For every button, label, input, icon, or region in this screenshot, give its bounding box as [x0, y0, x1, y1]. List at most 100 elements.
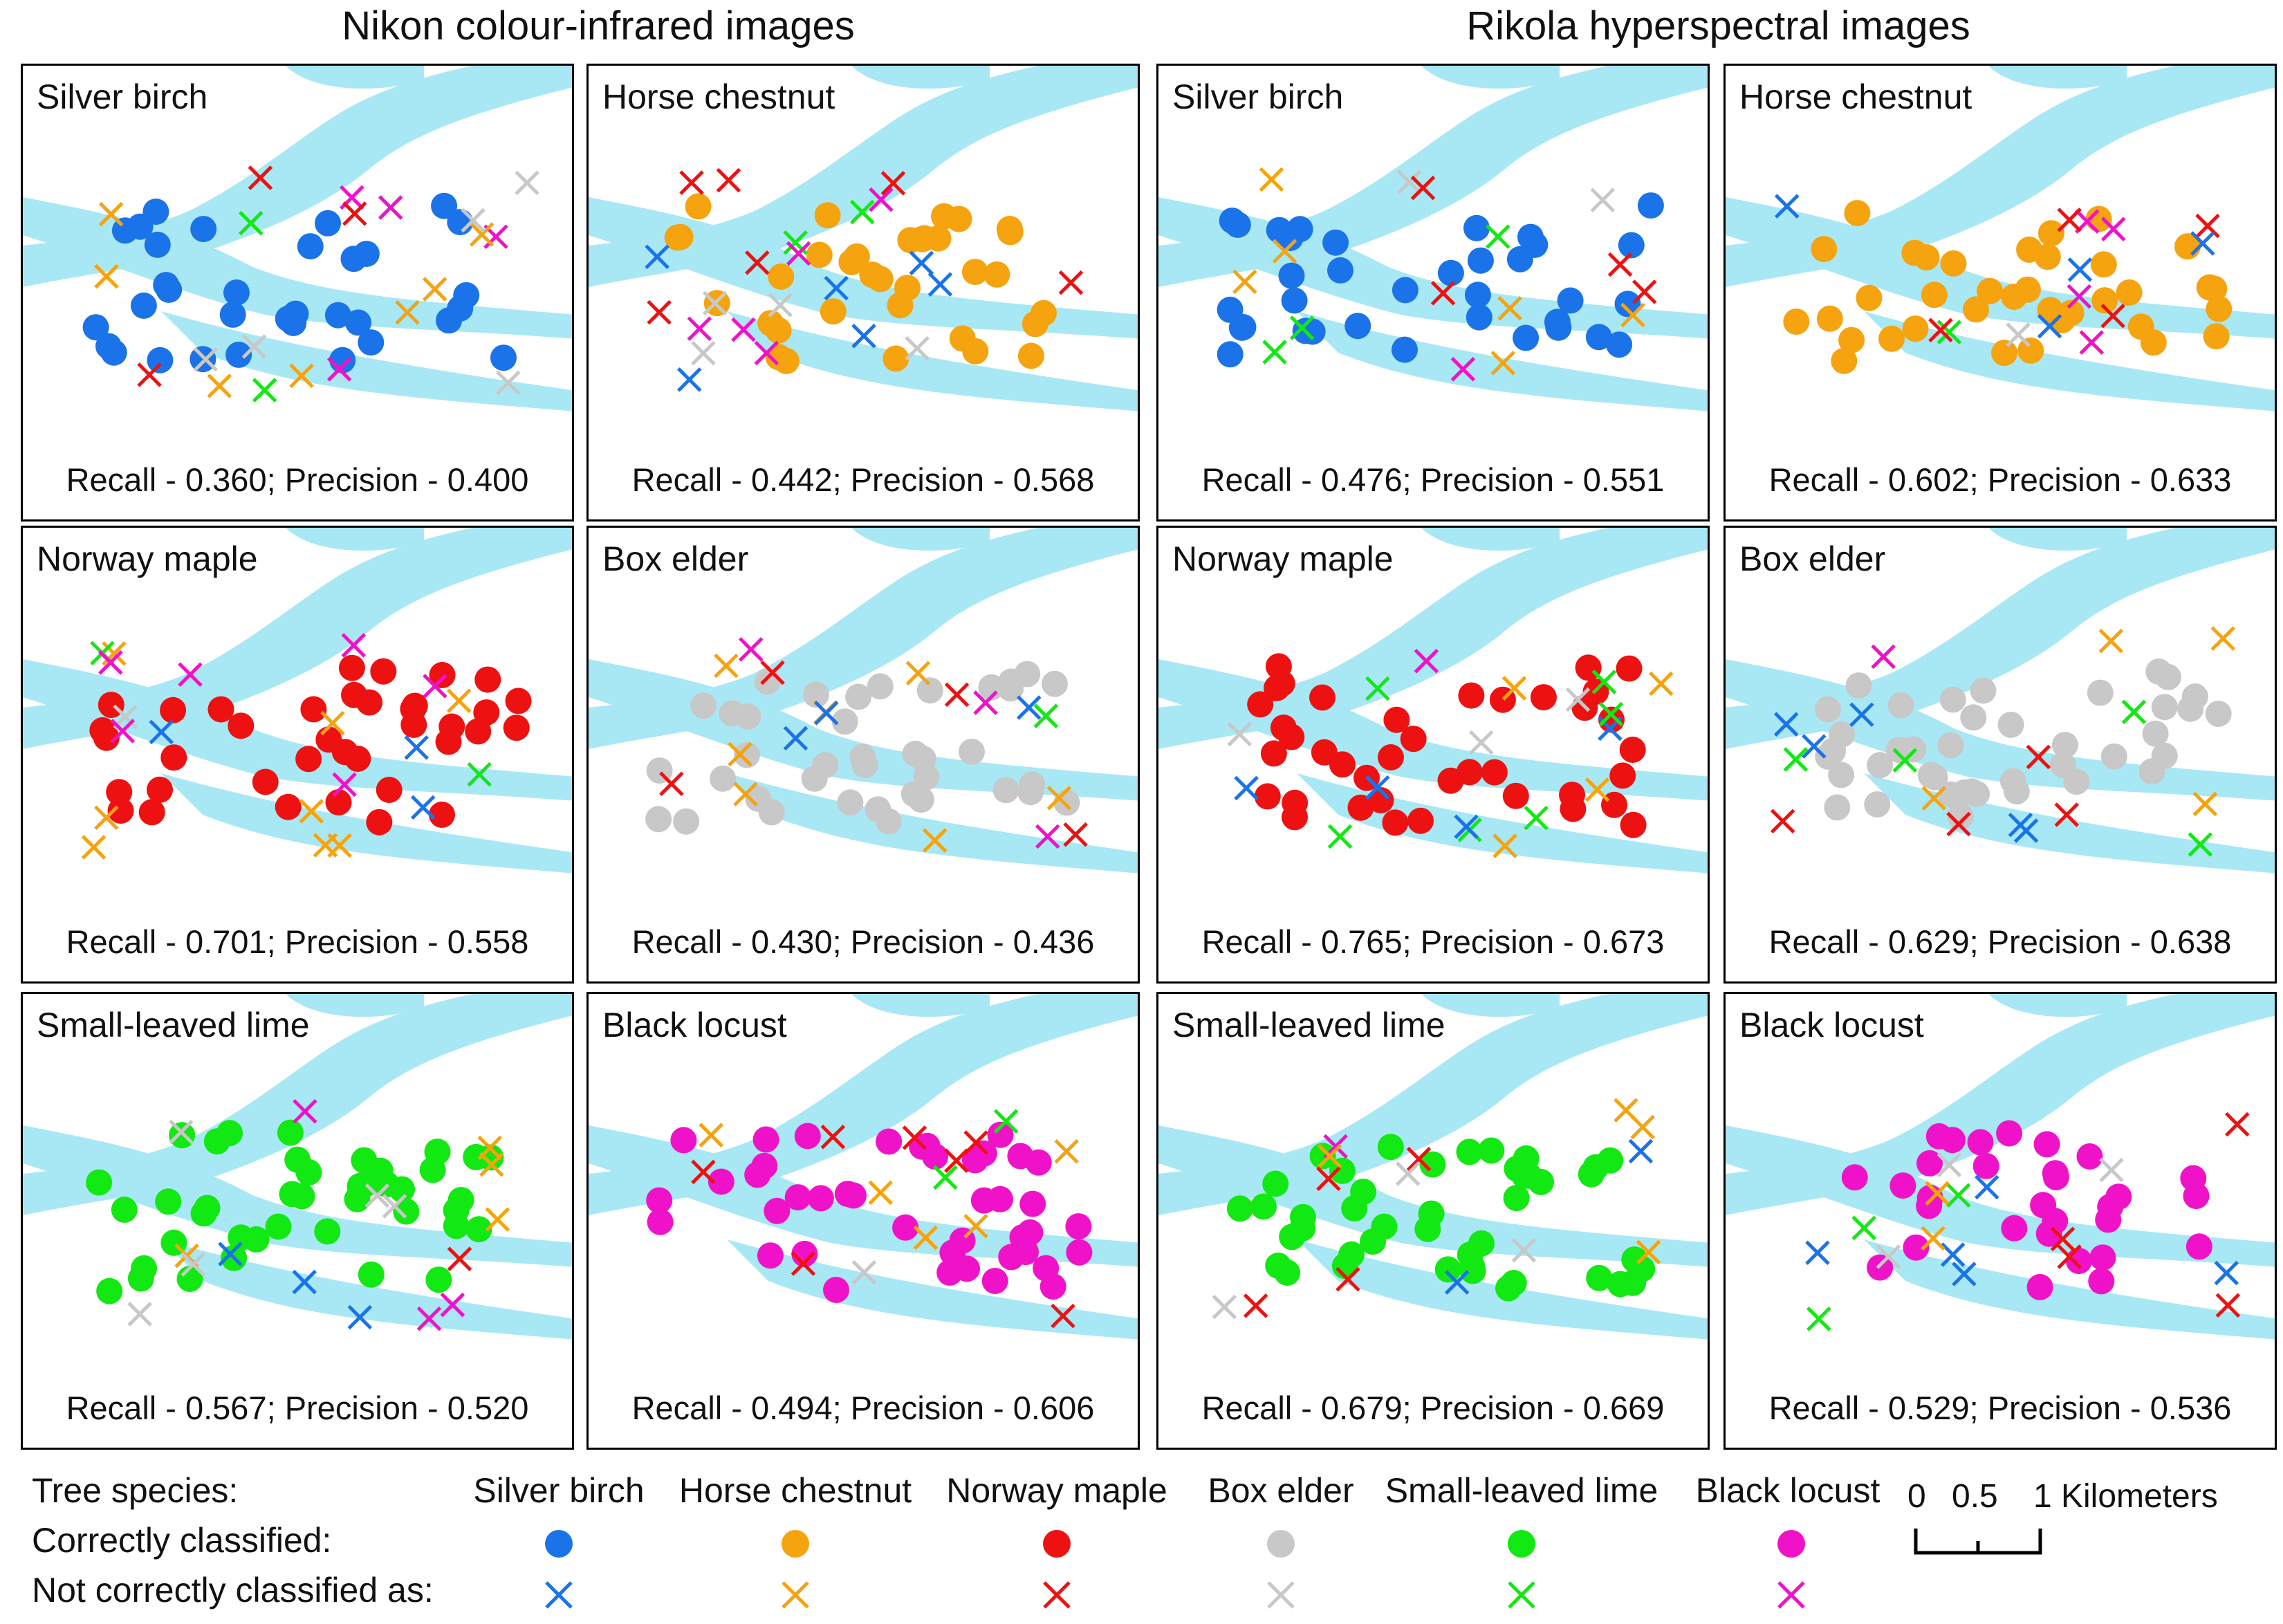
correct-marker: [2026, 1273, 2053, 1300]
cross-mark: [1871, 644, 1896, 670]
incorrect-marker: [81, 835, 107, 860]
incorrect-marker: [469, 222, 495, 247]
river-channel: [851, 66, 990, 89]
river-lower: [1297, 773, 1708, 874]
cross-mark: [1430, 281, 1456, 306]
correct-marker: [1226, 1195, 1253, 1222]
cross-mark: [252, 378, 277, 403]
cross-mark: [1262, 340, 1287, 365]
incorrect-marker: [1051, 1303, 1075, 1329]
correct-marker: [1997, 711, 2024, 738]
correct-marker: [503, 714, 530, 741]
incorrect-marker: [963, 1130, 988, 1155]
correct-marker: [453, 282, 480, 308]
correct-marker: [646, 1187, 673, 1214]
river-lower: [1864, 1239, 2275, 1340]
map-panel: Horse chestnut Recall - 0.442; Precision…: [586, 64, 1140, 522]
river-main: [589, 1125, 1138, 1267]
correct-marker: [351, 1147, 378, 1174]
river-main: [1726, 1125, 2275, 1267]
correct-marker: [1254, 783, 1281, 810]
incorrect-marker: [515, 170, 539, 196]
incorrect-marker: [691, 340, 716, 366]
correct-marker: [376, 777, 403, 803]
correct-marker: [806, 241, 833, 268]
incorrect-marker: [461, 207, 486, 233]
cross-mark: [496, 370, 521, 396]
correct-marker: [1900, 736, 1927, 763]
correct-marker: [329, 347, 356, 373]
correct-marker: [1217, 296, 1244, 323]
cross-mark: [922, 828, 948, 853]
correct-marker: [1247, 691, 1274, 718]
correct-marker: [959, 738, 985, 765]
map-panel: Small-leaved lime Recall - 0.679; Precis…: [1156, 992, 1710, 1450]
cross-mark: [1511, 1237, 1537, 1263]
legend-incorrect-cross: [1043, 1581, 1071, 1609]
correct-marker: [970, 1187, 997, 1214]
cross-mark: [2214, 1260, 2239, 1286]
correct-marker: [670, 1127, 697, 1154]
correct-marker: [752, 1126, 779, 1153]
incorrect-marker: [127, 1302, 152, 1327]
cross-mark: [447, 1246, 472, 1271]
correct-marker: [1383, 706, 1410, 733]
correct-marker: [1331, 1253, 1358, 1280]
correct-marker: [745, 785, 772, 812]
panel-title: Black locust: [1739, 1006, 1924, 1044]
cross-mark: [1632, 279, 1657, 304]
map-svg: [23, 528, 572, 874]
correct-marker: [2042, 1164, 2069, 1190]
cross-mark: [382, 1194, 407, 1219]
incorrect-marker: [110, 719, 136, 744]
incorrect-marker: [2210, 626, 2236, 651]
cross-mark: [973, 690, 998, 715]
incorrect-marker: [2057, 207, 2082, 232]
incorrect-marker: [2067, 257, 2093, 282]
incorrect-marker: [1395, 1161, 1421, 1186]
cross-mark: [193, 347, 219, 372]
correct-marker: [2088, 1268, 2115, 1295]
incorrect-marker: [404, 735, 429, 760]
incorrect-marker: [2050, 1226, 2076, 1252]
river-channel: [1421, 994, 1560, 1017]
correct-marker: [490, 344, 517, 371]
cross-mark: [364, 1183, 390, 1208]
cross-mark: [1921, 786, 1947, 811]
correct-marker: [1456, 1138, 1483, 1165]
incorrect-marker: [1937, 1152, 1962, 1177]
cross-mark: [2100, 303, 2125, 329]
correct-marker: [820, 298, 847, 325]
cross-mark: [679, 170, 704, 195]
incorrect-marker: [1486, 224, 1510, 249]
correct-marker: [300, 696, 327, 723]
legend-species-box-elder: Box elder: [1208, 1471, 1354, 1510]
scale-bar: [1914, 1529, 2042, 1555]
correct-marker: [1620, 811, 1647, 838]
river-lower: [1864, 773, 2275, 874]
correct-marker: [2089, 1244, 2116, 1271]
correct-marker: [1262, 1170, 1289, 1197]
correct-marker: [685, 193, 712, 220]
correct-marker: [840, 1182, 867, 1209]
legend-incorrect-cross: [1508, 1581, 1535, 1609]
river-channel: [286, 994, 424, 1017]
cross-mark: [2210, 626, 2236, 651]
incorrect-marker: [2121, 699, 2147, 725]
cross-mark: [181, 1252, 206, 1277]
incorrect-marker: [647, 299, 672, 325]
correct-marker: [981, 1268, 1008, 1294]
incorrect-marker: [1945, 1183, 1971, 1208]
cross-mark: [342, 201, 367, 226]
incorrect-marker: [1212, 1294, 1237, 1320]
incorrect-marker: [1058, 270, 1084, 295]
correct-marker: [1620, 1269, 1647, 1296]
incorrect-marker: [2079, 330, 2105, 355]
incorrect-marker: [754, 340, 779, 366]
incorrect-marker: [963, 1214, 988, 1239]
incorrect-marker: [1806, 1307, 1831, 1331]
legend-markers: [545, 1530, 1805, 1609]
correct-marker: [89, 717, 116, 744]
incorrect-marker: [496, 370, 521, 396]
correct-marker: [1960, 704, 1987, 731]
